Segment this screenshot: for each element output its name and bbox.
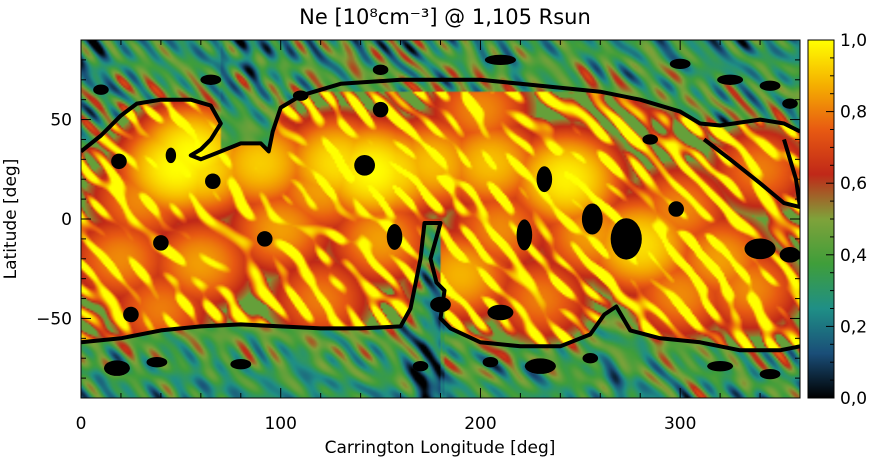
coronal-hole <box>610 218 642 260</box>
coronal-hole <box>516 219 533 251</box>
coronal-hole <box>642 134 658 145</box>
coronal-hole <box>581 203 603 235</box>
chart-title: Ne [10⁸cm⁻³] @ 1,105 Rsun <box>299 5 591 29</box>
colorbar-tick-label: 0,2 <box>840 317 867 337</box>
x-tick-label: 100 <box>264 414 296 434</box>
colorbar <box>808 40 834 398</box>
coronal-hole <box>354 154 375 176</box>
colorbar-ticks: 1,0 0,8 0,6 0,4 0,2 0,0 <box>826 31 867 409</box>
y-axis: 50 0 −50 <box>36 39 800 399</box>
x-tick-label: 300 <box>664 414 696 434</box>
colorbar-tick-label: 0,6 <box>840 174 867 194</box>
y-tick-label: −50 <box>36 309 72 329</box>
y-tick-label: 0 <box>61 210 72 230</box>
coronal-hole <box>782 98 798 109</box>
coronal-hole <box>103 360 130 376</box>
coronal-hole <box>707 361 734 372</box>
coronal-hole <box>200 74 222 85</box>
coronal-hole <box>205 173 221 189</box>
boundary-line <box>81 221 800 353</box>
coronal-hole <box>759 368 781 380</box>
coronal-hole <box>111 153 127 170</box>
boundary-line <box>81 77 800 162</box>
coronal-hole <box>372 64 389 76</box>
colorbar-tick-label: 1,0 <box>840 31 867 51</box>
coronal-hole <box>165 147 177 164</box>
y-tick-label: 50 <box>50 111 72 131</box>
coronal-hole <box>669 58 691 70</box>
x-tick-label: 200 <box>464 414 496 434</box>
density-heatmap <box>81 40 800 398</box>
coronal-hole <box>146 357 168 368</box>
colorbar-tick-label: 0,8 <box>840 103 867 123</box>
coronal-hole <box>717 74 744 85</box>
coronal-hole <box>230 359 252 370</box>
x-tick-label: 0 <box>76 414 87 434</box>
coronal-hole <box>487 304 514 321</box>
coronal-hole <box>482 357 499 368</box>
coronal-hole <box>153 235 169 251</box>
coronal-hole <box>582 353 599 364</box>
x-axis-label: Carrington Longitude [deg] <box>325 438 556 458</box>
coronal-hole <box>256 231 273 247</box>
coronal-hole <box>372 101 389 118</box>
coronal-hole <box>779 247 800 263</box>
coronal-hole <box>123 306 139 323</box>
coronal-hole <box>668 201 684 217</box>
colorbar-tick-label: 0,4 <box>840 246 867 266</box>
coronal-hole <box>536 166 553 193</box>
coronal-hole <box>759 80 781 91</box>
plot-area <box>81 40 800 398</box>
coronal-hole <box>524 358 556 374</box>
coronal-hole <box>484 54 516 66</box>
coronal-hole <box>412 361 429 372</box>
y-axis-label: Latitude [deg] <box>1 159 21 280</box>
coronal-hole <box>744 238 776 260</box>
coronal-holes-layer <box>93 54 800 380</box>
x-axis: 0 100 200 300 <box>76 40 801 434</box>
coronal-hole <box>386 223 403 250</box>
colorbar-tick-label: 0,0 <box>840 389 867 409</box>
coronal-hole <box>93 84 109 95</box>
